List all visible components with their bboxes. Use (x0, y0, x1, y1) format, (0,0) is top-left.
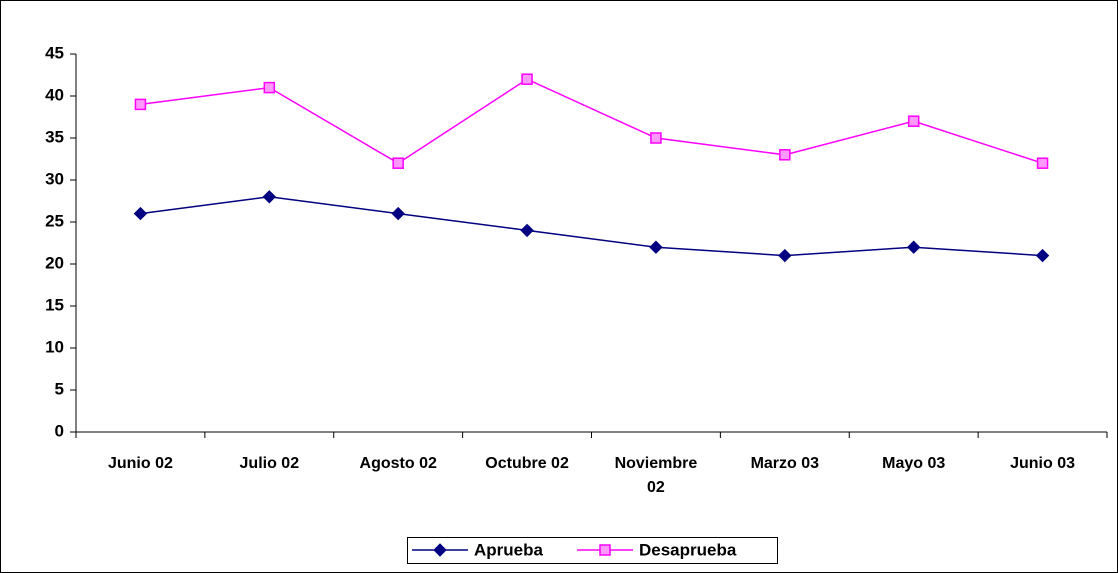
point-marker (520, 223, 534, 238)
y-tick-label: 15 (45, 295, 64, 314)
point-marker (1035, 248, 1050, 263)
point-marker (391, 206, 405, 221)
y-tick-label: 5 (55, 379, 64, 398)
x-tick-label: Mayo 03 (882, 455, 946, 472)
y-tick-label: 35 (45, 127, 64, 146)
y-tick-label: 45 (45, 43, 64, 62)
point-marker (599, 544, 611, 556)
legend-label: Aprueba (474, 540, 544, 559)
y-tick-label: 25 (45, 211, 64, 230)
x-tick-label: Noviembre 02 (614, 455, 698, 496)
point-marker (134, 98, 147, 111)
point-marker (263, 81, 276, 94)
x-tick-label: Junio 03 (1010, 455, 1076, 472)
point-marker (649, 240, 663, 254)
legend-label: Desaprueba (639, 540, 737, 559)
x-tick-label: Agosto 02 (359, 455, 437, 472)
x-tick-label: Marzo 03 (750, 455, 820, 472)
x-tick-label: Julio 02 (239, 455, 300, 472)
point-marker (907, 115, 920, 127)
point-marker (133, 206, 148, 221)
series-line (140, 196, 1043, 257)
point-marker (262, 190, 277, 204)
y-tick-label: 20 (45, 253, 64, 272)
point-marker (521, 73, 533, 85)
y-tick-label: 30 (45, 169, 64, 188)
x-tick-label: Junio 02 (107, 455, 173, 472)
point-marker (433, 543, 447, 557)
series-line (140, 78, 1043, 165)
point-marker (650, 132, 662, 144)
point-marker (392, 157, 404, 169)
point-marker (779, 149, 791, 161)
y-tick-label: 40 (45, 85, 64, 104)
point-marker (1036, 157, 1049, 169)
point-marker (906, 240, 921, 254)
y-tick-label: 0 (55, 421, 64, 440)
y-tick-label: 10 (45, 337, 64, 356)
x-tick-label: Octubre 02 (485, 455, 569, 472)
point-marker (778, 248, 792, 263)
